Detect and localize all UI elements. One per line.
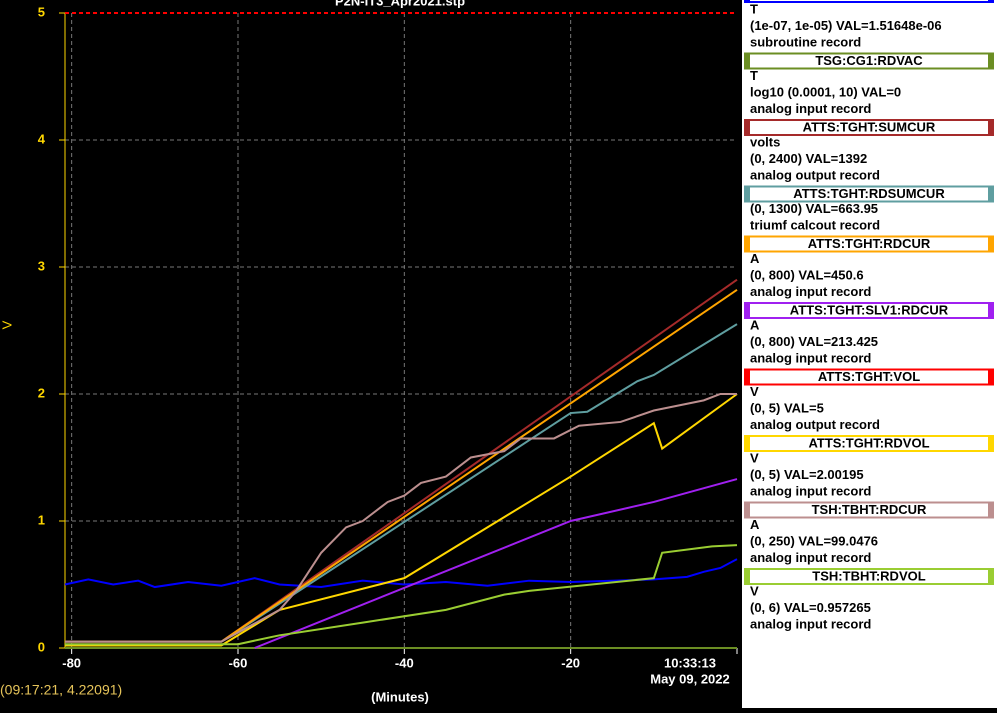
x-tick-label: -20: [561, 655, 580, 670]
legend-range: (0, 250) VAL=99.0476: [750, 533, 878, 548]
series-line: [65, 544, 738, 646]
legend-swatch: [988, 186, 993, 202]
legend-name: ATTS:TGHT:SUMCUR: [803, 119, 936, 134]
legend-swatch: [988, 236, 993, 252]
legend-swatch: [745, 0, 750, 2]
legend-swatch: [745, 186, 750, 202]
legend-record: analog input record: [750, 616, 871, 631]
y-tick-label: 2: [38, 385, 45, 400]
legend-swatch: [745, 236, 750, 252]
legend-units: V: [750, 583, 759, 598]
series-line: [65, 323, 738, 643]
legend-units: V: [750, 384, 759, 399]
legend-swatch: [745, 120, 750, 135]
y-tick-label: 4: [38, 131, 46, 146]
legend-record: subroutine record: [750, 34, 861, 49]
legend-record: analog input record: [750, 550, 871, 565]
legend-record: triumf calcout record: [750, 217, 880, 232]
legend-units: A: [750, 317, 760, 332]
legend-name: ATTS:TGHT:RDCUR: [808, 236, 931, 251]
series-line: [64, 558, 738, 589]
legend-swatch: [745, 369, 750, 385]
legend-units: A: [750, 517, 760, 532]
legend-range: (0, 1300) VAL=663.95: [750, 201, 878, 216]
legend-swatch: [988, 120, 993, 135]
legend-range: (0, 5) VAL=5: [750, 400, 824, 415]
legend-record: analog input record: [750, 483, 871, 498]
y-tick-label: 3: [38, 258, 45, 273]
legend-name: TSG:TGT:RDVAC: [816, 0, 922, 1]
legend-range: (0, 800) VAL=213.425: [750, 334, 878, 349]
legend-record: analog output record: [750, 167, 880, 182]
legend-swatch: [988, 502, 993, 518]
series-line: [65, 278, 738, 643]
legend-units: T: [750, 1, 758, 16]
legend-swatch: [988, 436, 993, 451]
legend-range: (0, 800) VAL=450.6: [750, 267, 864, 282]
legend-name: ATTS:TGHT:RDVOL: [808, 435, 929, 450]
cursor-readout: (09:17:21, 4.22091): [0, 682, 122, 698]
x-tick-label: -80: [62, 655, 81, 670]
y-tick-label: 0: [38, 639, 45, 654]
series-line: [254, 478, 738, 649]
legend-name: TSH:TBHT:RDCUR: [812, 502, 927, 517]
legend-swatch: [988, 0, 993, 2]
legend-name: ATTS:TGHT:VOL: [818, 369, 920, 384]
legend-record: analog input record: [750, 350, 871, 365]
series-line: [65, 393, 738, 647]
y-axis-label: V: [0, 320, 14, 329]
legend-range: (0, 6) VAL=0.957265: [750, 600, 871, 615]
x-tick-label: 10:33:13: [664, 655, 716, 670]
legend-units: A: [750, 251, 760, 266]
legend-swatch: [745, 436, 750, 451]
legend-swatch: [988, 303, 993, 318]
legend-range: log10 (0.0001, 10) VAL=0: [750, 84, 901, 99]
legend-range: (1e-07, 1e-05) VAL=1.51648e-06: [750, 18, 942, 33]
legend-box: [744, 0, 994, 3]
x-tick-label: -60: [229, 655, 248, 670]
legend-panel: [742, 0, 997, 708]
legend-swatch: [988, 53, 993, 69]
y-tick-label: 1: [38, 512, 45, 527]
legend-units: V: [750, 450, 759, 465]
legend-record: analog input record: [750, 101, 871, 116]
legend-record: analog input record: [750, 284, 871, 299]
legend-swatch: [988, 569, 993, 584]
legend-swatch: [745, 53, 750, 69]
x-axis-label: (Minutes): [371, 689, 429, 704]
legend-units: T: [750, 68, 758, 83]
x-date: May 09, 2022: [650, 671, 730, 686]
x-tick-label: -40: [395, 655, 414, 670]
legend-swatch: [988, 369, 993, 385]
legend-swatch: [745, 502, 750, 518]
legend-range: (0, 5) VAL=2.00195: [750, 467, 864, 482]
legend-swatch: [745, 303, 750, 318]
legend-name: ATTS:TGHT:SLV1:RDCUR: [790, 302, 949, 317]
legend-name: TSG:CG1:RDVAC: [815, 53, 923, 68]
legend-swatch: [745, 569, 750, 584]
y-tick-label: 5: [38, 4, 45, 19]
chart-title: P2N-IT3_Apr2021.stp: [335, 0, 465, 8]
series-line: [65, 393, 737, 643]
legend-units: volts: [750, 134, 780, 149]
legend-record: analog output record: [750, 417, 880, 432]
legend-range: (0, 2400) VAL=1392: [750, 151, 867, 166]
legend-name: ATTS:TGHT:RDSUMCUR: [793, 186, 945, 201]
legend-name: TSH:TBHT:RDVOL: [812, 568, 925, 583]
